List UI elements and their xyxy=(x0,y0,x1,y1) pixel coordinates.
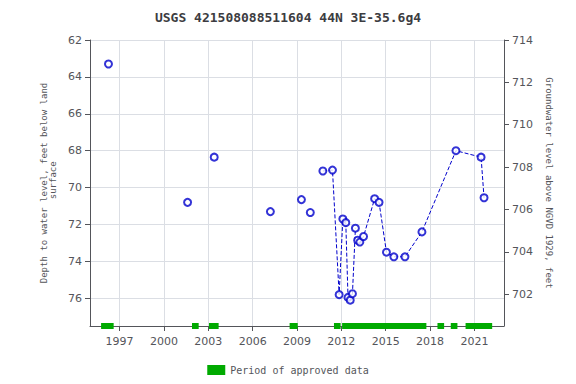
svg-text:2012: 2012 xyxy=(327,335,355,348)
svg-text:2003: 2003 xyxy=(194,335,222,348)
svg-text:708: 708 xyxy=(512,161,533,174)
svg-text:710: 710 xyxy=(512,118,533,131)
svg-text:66: 66 xyxy=(68,107,82,120)
svg-text:2000: 2000 xyxy=(150,335,178,348)
svg-text:Groundwater level above NGVD 1: Groundwater level above NGVD 1929, feet xyxy=(544,77,554,288)
svg-text:Depth to water level, feet bel: Depth to water level, feet below land xyxy=(38,82,49,284)
svg-text:62: 62 xyxy=(68,34,82,47)
svg-text:USGS 421508088511604 44N 3E-35: USGS 421508088511604 44N 3E-35.6g4 xyxy=(155,10,421,25)
svg-text:702: 702 xyxy=(512,288,533,301)
svg-text:2009: 2009 xyxy=(283,335,311,348)
svg-text:74: 74 xyxy=(68,255,82,268)
svg-text:2006: 2006 xyxy=(239,335,267,348)
svg-text:Period of approved data: Period of approved data xyxy=(230,365,368,376)
svg-text:72: 72 xyxy=(68,218,82,231)
svg-text:76: 76 xyxy=(68,292,82,305)
svg-text:surface: surface xyxy=(48,161,58,204)
svg-text:70: 70 xyxy=(68,181,82,194)
svg-text:706: 706 xyxy=(512,203,533,216)
svg-text:64: 64 xyxy=(68,70,82,83)
svg-text:712: 712 xyxy=(512,76,533,89)
svg-text:2015: 2015 xyxy=(372,335,400,348)
svg-text:2021: 2021 xyxy=(460,335,488,348)
svg-text:714: 714 xyxy=(512,34,533,47)
svg-text:1997: 1997 xyxy=(106,335,134,348)
svg-text:68: 68 xyxy=(68,144,82,157)
svg-text:704: 704 xyxy=(512,245,533,258)
svg-text:2018: 2018 xyxy=(416,335,444,348)
